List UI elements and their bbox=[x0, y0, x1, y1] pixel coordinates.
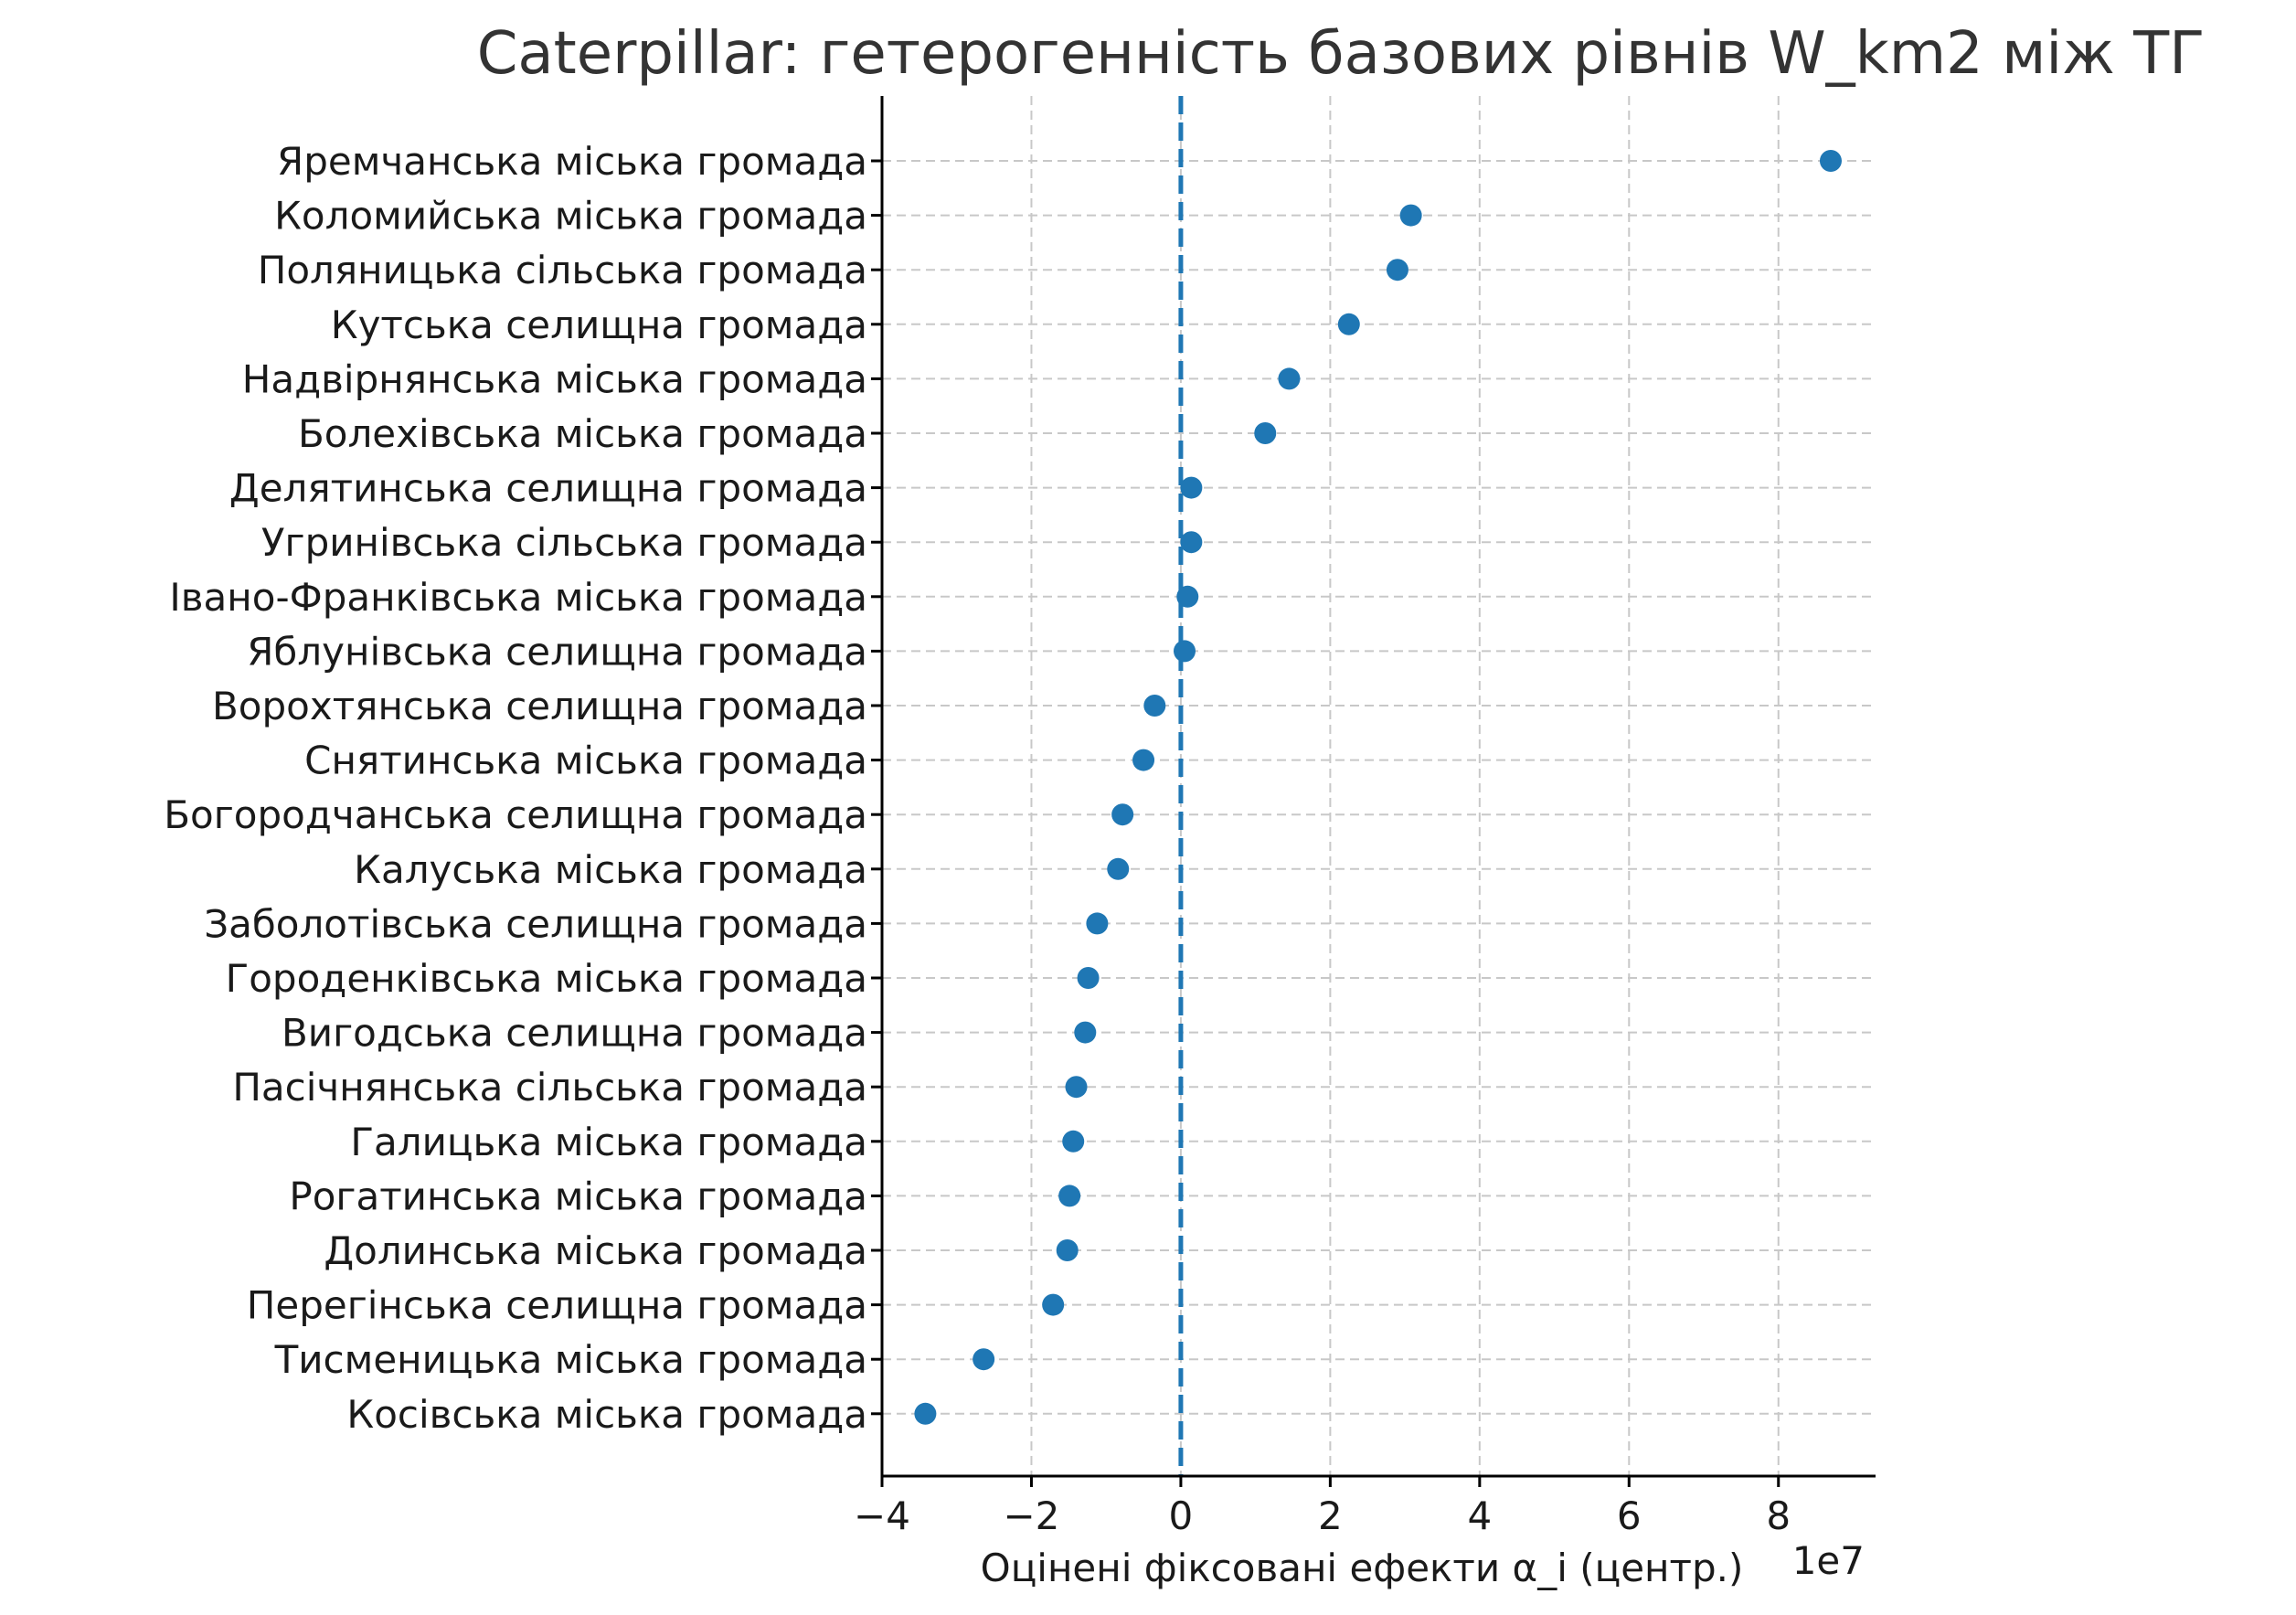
category-label: Яремчанська міська громада bbox=[277, 139, 867, 184]
category-label: Делятинська селищна громада bbox=[229, 466, 867, 511]
category-label: Богородчанська селищна громада bbox=[164, 792, 867, 837]
data-point bbox=[1400, 205, 1422, 227]
data-point bbox=[1278, 367, 1300, 389]
data-point bbox=[1180, 477, 1202, 499]
category-label: Калуська міська громада bbox=[354, 847, 867, 892]
data-point bbox=[914, 1403, 936, 1425]
category-label: Городенківська міська громада bbox=[226, 956, 867, 1001]
category-labels-layer: Яремчанська міська громада Коломийська мі… bbox=[164, 139, 867, 1437]
x-tick-label: 0 bbox=[1169, 1493, 1194, 1538]
x-tick-label: 2 bbox=[1318, 1493, 1343, 1538]
category-label: Вигодська селищна громада bbox=[282, 1011, 867, 1056]
category-label: Коломийська міська громада bbox=[274, 194, 867, 239]
data-point bbox=[1078, 967, 1100, 989]
grid-layer bbox=[882, 96, 1876, 1476]
x-tick-label: 4 bbox=[1467, 1493, 1492, 1538]
chart-title: Caterpillar: гетерогенність базових рівн… bbox=[477, 20, 2206, 88]
data-point bbox=[1254, 422, 1276, 444]
category-label: Галицька міська громада bbox=[350, 1120, 867, 1164]
data-point bbox=[1074, 1022, 1096, 1044]
category-label: Івано-Франківська міська громада bbox=[169, 575, 867, 620]
data-point bbox=[1820, 150, 1842, 172]
category-label: Перегінська селищна громада bbox=[247, 1283, 867, 1328]
data-point bbox=[1132, 749, 1154, 771]
data-point bbox=[1387, 259, 1408, 281]
x-tick-label: −2 bbox=[1003, 1493, 1059, 1538]
data-point bbox=[1086, 912, 1108, 934]
category-label: Снятинська міська громада bbox=[304, 738, 867, 783]
x-ticks-layer: −4 −2 0 2 4 6 8 bbox=[854, 1476, 1791, 1538]
category-label: Кутська селищна громада bbox=[331, 303, 867, 347]
category-label: Яблунівська селищна громада bbox=[247, 629, 867, 674]
category-label: Надвірнянська міська громада bbox=[242, 356, 867, 401]
points-layer bbox=[914, 150, 1842, 1425]
data-point bbox=[1338, 313, 1360, 335]
data-point bbox=[1174, 640, 1196, 662]
category-label: Пасічнянська сільська громада bbox=[232, 1065, 867, 1110]
x-tick-label: −4 bbox=[854, 1493, 910, 1538]
x-tick-label: 8 bbox=[1766, 1493, 1791, 1538]
category-label: Угринівська сільська громада bbox=[261, 520, 867, 565]
data-point bbox=[973, 1348, 994, 1370]
data-point bbox=[1107, 858, 1129, 880]
category-label: Долинська міська громада bbox=[324, 1228, 867, 1273]
x-tick-label: 6 bbox=[1617, 1493, 1642, 1538]
data-point bbox=[1111, 803, 1133, 825]
data-point bbox=[1143, 695, 1165, 717]
category-label: Заболотівська селищна громада bbox=[204, 901, 867, 946]
data-point bbox=[1057, 1239, 1079, 1261]
data-point bbox=[1058, 1185, 1080, 1206]
data-point bbox=[1062, 1131, 1084, 1153]
data-point bbox=[1180, 531, 1202, 553]
x-axis-offset-label: 1e7 bbox=[1792, 1538, 1865, 1583]
data-point bbox=[1042, 1294, 1064, 1316]
axes-layer bbox=[871, 96, 1876, 1476]
category-label: Рогатинська міська громада bbox=[289, 1174, 867, 1218]
category-label: Болехівська міська громада bbox=[298, 411, 867, 456]
category-label: Поляницька сільська громада bbox=[258, 248, 867, 292]
category-label: Ворохтянська селищна громада bbox=[212, 684, 867, 728]
data-point bbox=[1065, 1076, 1087, 1098]
x-axis-title: Оцінені фіксовані ефекти α_i (центр.) bbox=[981, 1546, 1744, 1590]
category-label: Тисменицька міська громада bbox=[274, 1337, 867, 1382]
data-point bbox=[1176, 586, 1198, 608]
category-label: Косівська міська громада bbox=[346, 1392, 867, 1437]
